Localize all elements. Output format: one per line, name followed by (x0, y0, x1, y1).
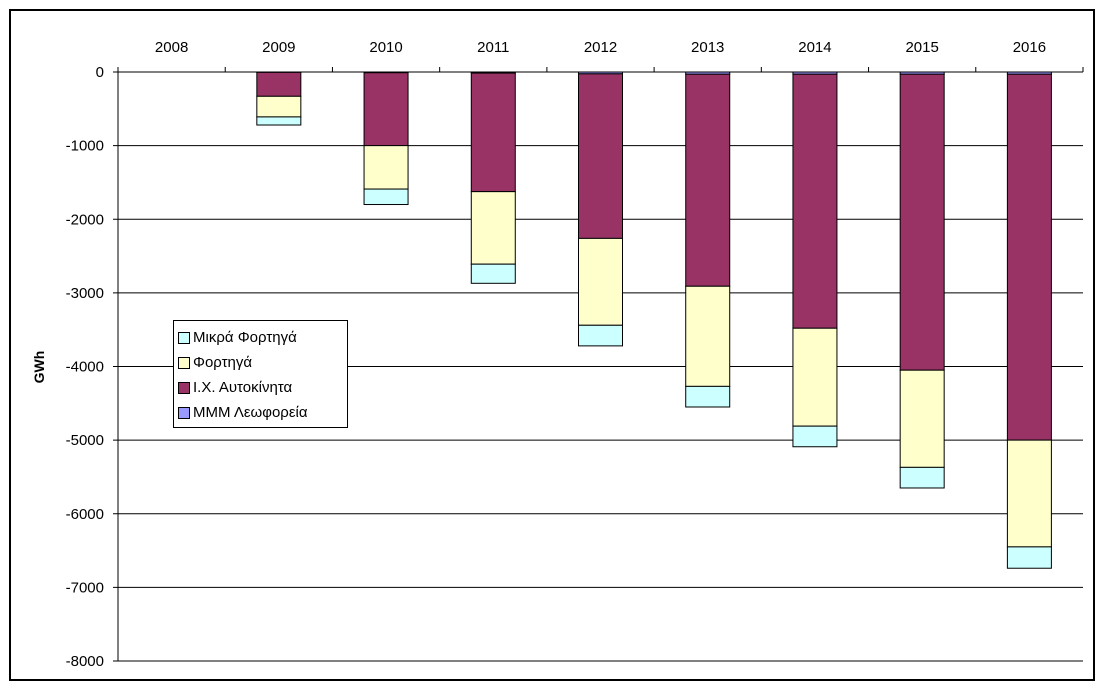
y-tick-labels: 0 -1000 -2000 -3000 -4000 -5000 -6000 -7000 -800… (66, 64, 104, 670)
legend-item: ΜΜΜ Λεωφορεία (178, 400, 347, 425)
bar-segment (792, 425, 838, 448)
bar-segment (363, 72, 409, 147)
axes (113, 67, 1084, 662)
y-tick-label: -8000 (66, 653, 104, 670)
bar-segment (256, 116, 302, 126)
legend-label: Μικρά Φορτηγά (193, 329, 297, 346)
x-tick-label: 2009 (262, 39, 295, 56)
bar-segment (470, 72, 516, 193)
y-tick-label: -4000 (66, 359, 104, 376)
x-tick-label: 2010 (369, 39, 402, 56)
legend-item: Φορτηγά (178, 350, 347, 375)
y-axis-label: GWh (31, 351, 47, 384)
bar-segment (685, 285, 731, 387)
legend-item: Μικρά Φορτηγά (178, 325, 347, 350)
x-tick-label: 2013 (691, 39, 724, 56)
bar-segment (470, 263, 516, 284)
bars (256, 71, 1052, 569)
bar-segment (363, 188, 409, 206)
legend-label: Φορτηγά (193, 354, 253, 371)
bar-segment (1006, 546, 1052, 569)
y-tick-label: -1000 (66, 138, 104, 155)
legend-swatch (178, 381, 190, 394)
x-tick-labels: 2008 2009 2010 2011 2012 2013 2014 2015 2016 (155, 39, 1046, 56)
bar-segment (578, 73, 623, 239)
legend-item: Ι.Χ. Αυτοκίνητα (178, 375, 347, 400)
bar-segment (256, 71, 302, 97)
y-tick-label: -2000 (66, 211, 104, 228)
bar-segment (1006, 439, 1052, 548)
bar-segment (578, 237, 623, 326)
y-tick-label: -5000 (66, 432, 104, 449)
bar-segment (899, 466, 945, 489)
x-tick-label: 2011 (477, 39, 509, 56)
x-tick-label: 2012 (584, 39, 617, 56)
bar-segment (685, 385, 731, 408)
x-tick-label: 2016 (1013, 39, 1046, 56)
y-tick-label: -3000 (66, 285, 104, 302)
bar-segment (1006, 73, 1052, 441)
legend-label: Ι.Χ. Αυτοκίνητα (193, 379, 293, 396)
y-tick-label: -6000 (66, 506, 104, 523)
bar-segment (256, 95, 302, 118)
legend-label: ΜΜΜ Λεωφορεία (193, 404, 308, 421)
legend-swatch (178, 331, 190, 344)
legend: Μικρά Φορτηγά Φορτηγά Ι.Χ. Αυτοκίνητα ΜΜΜ Λ… (173, 320, 348, 428)
bar-segment (899, 73, 945, 371)
bar-segment (578, 324, 623, 347)
x-tick-label: 2008 (155, 39, 188, 56)
y-tick-label: 0 (96, 64, 104, 81)
bar-segment (685, 73, 731, 287)
bar-segment (363, 145, 409, 190)
y-tick-label: -7000 (66, 579, 104, 596)
bar-segment (899, 369, 945, 468)
x-tick-label: 2014 (798, 39, 831, 56)
legend-swatch (178, 406, 190, 419)
bar-segment (470, 191, 516, 265)
legend-swatch (178, 356, 190, 369)
bar-segment (792, 73, 838, 329)
x-tick-label: 2015 (905, 39, 938, 56)
bar-segment (792, 327, 838, 427)
